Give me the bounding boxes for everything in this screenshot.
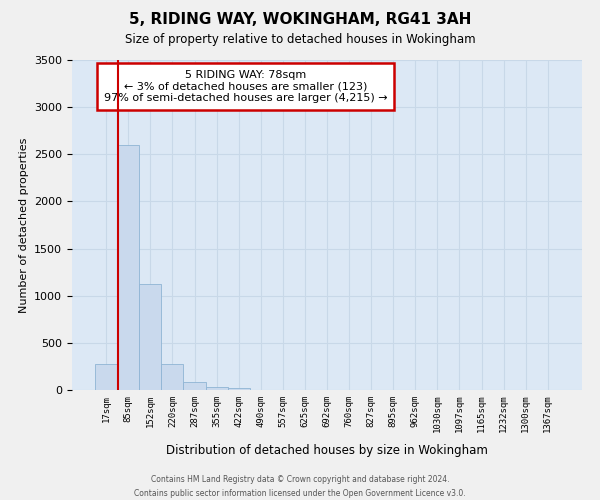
Bar [161, 364, 184, 390]
Bar [117, 145, 139, 390]
X-axis label: Distribution of detached houses by size in Wokingham: Distribution of detached houses by size … [166, 444, 488, 456]
Y-axis label: Number of detached properties: Number of detached properties [19, 138, 29, 312]
Bar [95, 364, 117, 390]
Text: Contains HM Land Registry data © Crown copyright and database right 2024.
Contai: Contains HM Land Registry data © Crown c… [134, 476, 466, 498]
Bar [184, 382, 206, 390]
Text: 5, RIDING WAY, WOKINGHAM, RG41 3AH: 5, RIDING WAY, WOKINGHAM, RG41 3AH [129, 12, 471, 28]
Bar [139, 284, 161, 390]
Text: Size of property relative to detached houses in Wokingham: Size of property relative to detached ho… [125, 32, 475, 46]
Bar [206, 387, 227, 390]
Bar [227, 388, 250, 390]
Text: 5 RIDING WAY: 78sqm
← 3% of detached houses are smaller (123)
97% of semi-detach: 5 RIDING WAY: 78sqm ← 3% of detached hou… [104, 70, 387, 103]
